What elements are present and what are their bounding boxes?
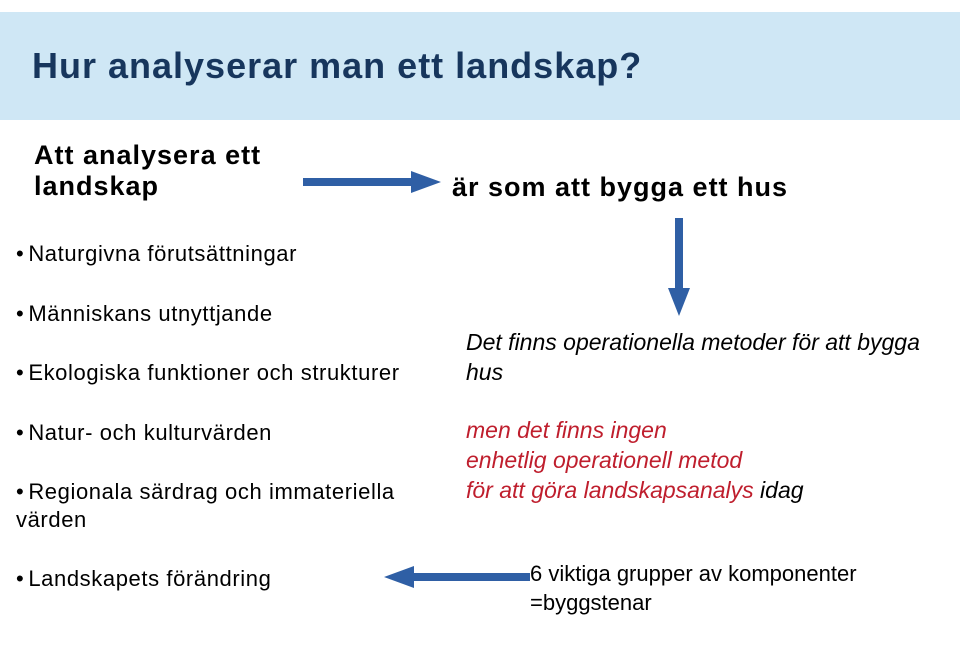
list-item: Regionala särdrag och immateriella värde… (16, 478, 446, 533)
arrow-down-icon (664, 218, 694, 318)
bullet-list: Naturgivna förutsättningar Människans ut… (16, 240, 446, 625)
list-item: Landskapets förändring (16, 565, 446, 593)
right-line-3-red: enhetlig operationell metod (466, 447, 742, 473)
slide-stage: Hur analyserar man ett landskap? Att ana… (0, 0, 960, 658)
subtitle-left: Att analysera ett landskap (34, 140, 261, 202)
bottom-right-line1: 6 viktiga grupper av komponenter (530, 561, 857, 586)
spacer (466, 388, 936, 416)
list-item: Naturgivna förutsättningar (16, 240, 446, 268)
subtitle-right: är som att bygga ett hus (452, 172, 788, 203)
bottom-right-line2: =byggstenar (530, 590, 652, 615)
right-line-4: för att göra landskapsanalys idag (466, 476, 936, 506)
list-item: Natur- och kulturvärden (16, 419, 446, 447)
right-line-2-red: ingen (610, 417, 666, 443)
page-title: Hur analyserar man ett landskap? (32, 45, 642, 87)
right-line-2-pre: men det finns (466, 417, 610, 443)
right-line-1: Det finns operationella metoder för att … (466, 328, 936, 388)
right-line-4-black: idag (754, 477, 804, 503)
right-line-2: men det finns ingen (466, 416, 936, 446)
bottom-right-block: 6 viktiga grupper av komponenter =byggst… (530, 560, 930, 617)
list-item: Människans utnyttjande (16, 300, 446, 328)
subtitle-right-text: är som att bygga ett hus (452, 172, 788, 202)
subtitle-left-line2: landskap (34, 171, 159, 201)
right-line-4-red: för att göra landskapsanalys (466, 477, 754, 503)
arrow-right-icon (303, 167, 443, 197)
right-block: Det finns operationella metoder för att … (466, 328, 936, 505)
right-line-1-pre: Det finns operationella metoder för att (466, 329, 857, 355)
subtitle-left-line1: Att analysera ett (34, 140, 261, 170)
list-item: Ekologiska funktioner och strukturer (16, 359, 446, 387)
title-band: Hur analyserar man ett landskap? (0, 12, 960, 120)
right-line-3: enhetlig operationell metod (466, 446, 936, 476)
